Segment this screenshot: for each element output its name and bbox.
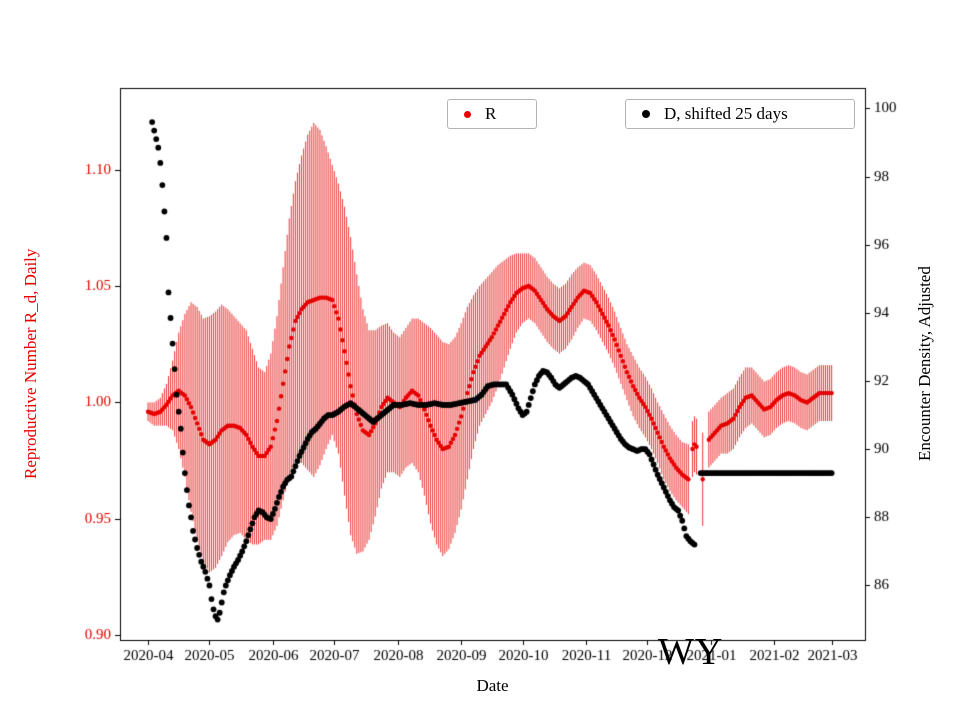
red-dot-marker-icon bbox=[464, 110, 471, 118]
legend-r-series: R bbox=[447, 99, 537, 129]
state-annotation: WY bbox=[658, 631, 724, 673]
legend-d-label: D, shifted 25 days bbox=[664, 104, 788, 123]
black-dot-marker-icon bbox=[642, 110, 650, 118]
left-y-axis-title: Reproductive Number R_d, Daily bbox=[21, 248, 40, 480]
right-y-axis-title: Encounter Density, Adjusted bbox=[915, 266, 934, 462]
legend-r-label: R bbox=[485, 104, 497, 123]
x-axis-title: Date bbox=[476, 676, 509, 695]
legend-d-series: D, shifted 25 days bbox=[625, 99, 855, 129]
